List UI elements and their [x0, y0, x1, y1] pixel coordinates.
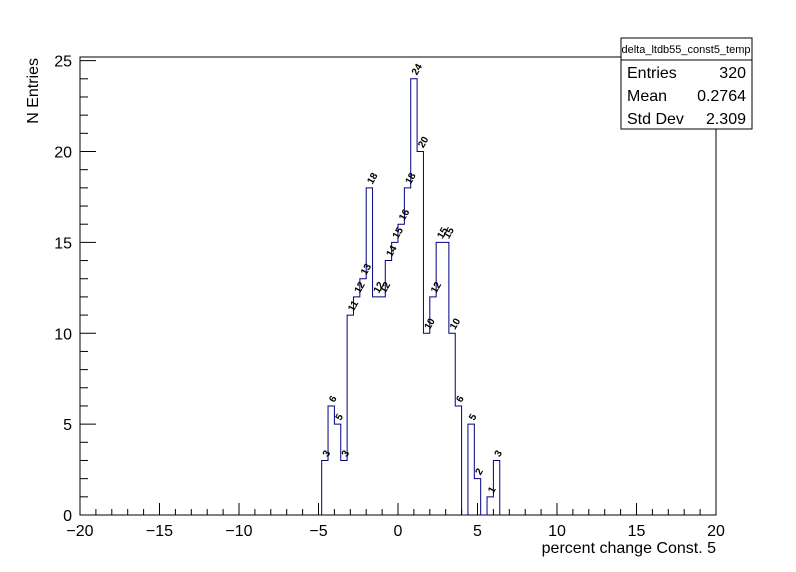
bin-value-label: 5	[467, 412, 480, 423]
histogram-bin	[487, 497, 493, 515]
bin-value-label: 3	[493, 448, 506, 459]
stats-mean-label: Mean	[627, 88, 667, 105]
y-tick-label: 15	[54, 235, 72, 252]
bin-value-label: 2	[474, 466, 487, 477]
bin-value-label: 12	[372, 280, 387, 296]
bin-value-label: 10	[448, 316, 463, 332]
histogram-bin	[468, 424, 474, 515]
bin-value-label: 18	[404, 171, 419, 187]
histogram-bin	[328, 406, 334, 515]
x-tick-label: −10	[225, 523, 252, 540]
bin-value-label: 20	[416, 134, 431, 150]
x-tick-label: −20	[66, 523, 93, 540]
bin-value-label: 15	[442, 225, 457, 241]
bin-value-label: 3	[340, 448, 353, 459]
histogram-bin	[366, 188, 372, 515]
histogram-bin	[347, 315, 353, 515]
bin-value-label: 3	[321, 448, 334, 459]
stats-entries-value: 320	[719, 65, 746, 82]
stats-entries-label: Entries	[627, 65, 677, 82]
bar-labels: 3653111213181212141516182420101215151065…	[321, 62, 505, 496]
histogram-bin	[455, 406, 461, 515]
bin-value-label: 11	[346, 299, 361, 314]
histogram-bin	[392, 242, 398, 515]
y-tick-label: 20	[54, 145, 72, 162]
stats-box-frame	[620, 37, 753, 130]
bin-value-label: 14	[385, 244, 400, 260]
histogram-bin	[360, 279, 366, 515]
stats-box-title: delta_ltdb55_const5_temp	[621, 44, 750, 56]
stats-mean-value: 0.2764	[697, 88, 746, 105]
bin-value-label: 13	[359, 262, 374, 278]
histogram-bin	[449, 333, 455, 515]
histogram-bin	[385, 261, 391, 515]
x-tick-label: 5	[473, 523, 482, 540]
x-tick-label: −15	[146, 523, 173, 540]
y-tick-label: 10	[54, 326, 72, 343]
histogram-outline	[321, 78, 501, 516]
histogram-bin	[341, 460, 347, 515]
histogram-bin	[379, 297, 385, 515]
y-tick-label: 5	[63, 417, 72, 434]
histogram-bin	[334, 424, 340, 515]
bin-value-label: 6	[454, 394, 467, 405]
bin-value-label: 12	[429, 280, 444, 296]
x-tick-label: 20	[707, 523, 725, 540]
histogram-bin	[404, 188, 410, 515]
x-tick-label: 15	[628, 523, 646, 540]
bin-value-label: 1	[486, 485, 499, 496]
x-tick-label: 0	[394, 523, 403, 540]
bin-value-label: 6	[327, 394, 340, 405]
stats-stddev-label: Std Dev	[627, 111, 684, 128]
histogram-bin	[423, 333, 429, 515]
x-axis: −20 −15 −10 −5 0 5 10 15 20	[66, 503, 725, 540]
x-axis-title: percent change Const. 5	[542, 540, 716, 557]
bin-value-label: 24	[410, 62, 425, 78]
histogram-bin	[322, 460, 328, 515]
bin-value-label: 16	[397, 207, 412, 223]
histogram-bin	[398, 224, 404, 515]
bin-value-label: 5	[334, 412, 347, 423]
histogram-bin	[417, 152, 423, 515]
histogram-layer	[321, 78, 501, 516]
bin-value-label: 12	[378, 280, 393, 296]
y-axis-title: N Entries	[25, 58, 42, 124]
x-tick-label: 10	[548, 523, 566, 540]
histogram-bin	[353, 297, 359, 515]
bin-value-label: 15	[391, 225, 406, 241]
stats-box: delta_ltdb55_const5_temp Entries 320 Mea…	[620, 37, 753, 130]
histogram-bin	[373, 297, 379, 515]
bin-value-label: 18	[365, 171, 380, 187]
stats-stddev-value: 2.309	[706, 111, 746, 128]
y-tick-label: 25	[54, 54, 72, 71]
histogram-bin	[443, 242, 449, 515]
bin-value-label: 10	[423, 316, 438, 332]
y-tick-label: 0	[63, 508, 72, 525]
bin-value-label: 15	[435, 225, 450, 241]
y-axis: 0 5 10 15 20 25	[54, 54, 96, 525]
histogram-bin	[493, 460, 499, 515]
x-tick-label: −5	[309, 523, 327, 540]
bin-value-label: 12	[353, 280, 368, 296]
